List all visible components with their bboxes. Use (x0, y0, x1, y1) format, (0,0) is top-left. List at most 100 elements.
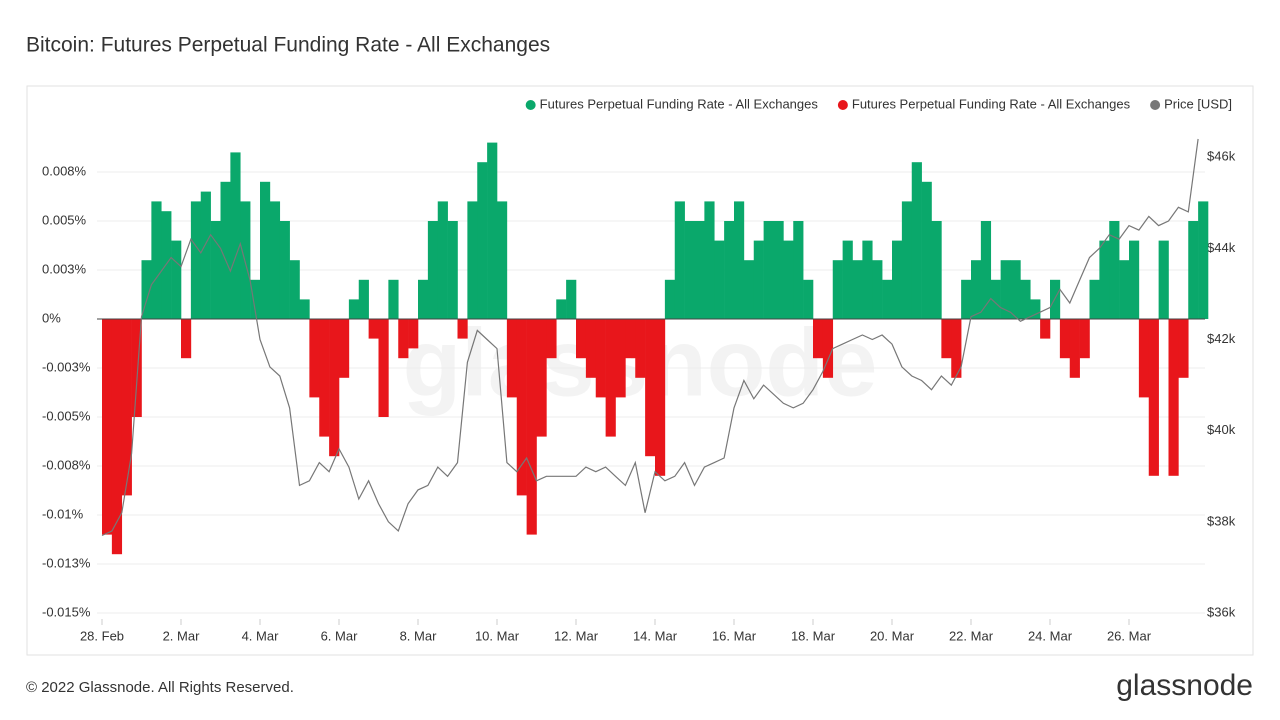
bar (1030, 299, 1041, 319)
bar (585, 319, 597, 378)
bar (477, 162, 488, 319)
bar (240, 201, 251, 319)
bar (526, 319, 537, 535)
bar (1020, 279, 1031, 319)
bar (615, 319, 626, 398)
legend: Price [USD] Futures Perpetual Funding Rat… (525, 96, 1232, 111)
bar (437, 201, 448, 319)
bar (398, 319, 409, 359)
bar (111, 319, 123, 555)
bar (1010, 260, 1021, 319)
bar (980, 221, 992, 319)
x-tick-label: 20. Mar (870, 628, 915, 643)
bar (506, 319, 518, 398)
bar (289, 260, 300, 319)
y2-tick-label: $46k (1207, 149, 1236, 164)
bar (151, 201, 162, 319)
bar (260, 181, 271, 319)
legend-label: Futures Perpetual Funding Rate - All Exc… (540, 96, 819, 111)
bar (862, 240, 873, 319)
bar (674, 201, 685, 319)
bar (990, 279, 1001, 319)
bar (1059, 319, 1071, 359)
bar (418, 279, 429, 319)
bar (734, 201, 745, 319)
chart-frame (26, 85, 1254, 656)
bar (576, 319, 587, 359)
bar (329, 319, 340, 457)
footer: © 2022 Glassnode. All Rights Reserved. (26, 679, 294, 696)
y2-tick-label: $36k (1207, 604, 1236, 619)
bar (1040, 319, 1051, 339)
bar (714, 240, 725, 319)
bar (1178, 319, 1189, 378)
y-tick-label: 0.008% (42, 163, 87, 178)
y2-tick-label: $42k (1207, 331, 1236, 346)
y2-tick-label: $38k (1207, 513, 1236, 528)
bar (921, 181, 932, 319)
bar (704, 201, 715, 319)
bar (842, 240, 853, 319)
page-title: Bitcoin: Futures Perpetual Funding Rate … (26, 34, 550, 57)
bar (220, 181, 231, 319)
bar (1138, 319, 1150, 398)
bar (793, 221, 804, 319)
bar (1109, 221, 1120, 319)
bar (1089, 279, 1100, 319)
bar (1188, 221, 1199, 319)
y2-tick-label: $44k (1207, 240, 1236, 255)
plot: 0.008% 0.005% 0.003% 0% -0.003% -0.005% -0.008… (42, 138, 1236, 643)
x-tick-label: 14. Mar (633, 628, 678, 643)
x-tick-label: 2. Mar (163, 628, 201, 643)
bar (1158, 240, 1169, 319)
bar (753, 240, 764, 319)
legend-swatch (525, 100, 536, 110)
bar (536, 319, 547, 437)
bar (497, 201, 508, 319)
bar (941, 319, 952, 359)
bar (931, 221, 942, 319)
x-tick-label: 4. Mar (242, 628, 280, 643)
y2-tick-label: $40k (1207, 422, 1236, 437)
bar (901, 201, 913, 319)
legend-swatch (837, 100, 848, 110)
x-tick-label: 28. Feb (80, 628, 124, 643)
bar (595, 319, 606, 398)
x-tick-label: 12. Mar (554, 628, 599, 643)
x-tick-label: 18. Mar (791, 628, 836, 643)
bar (1148, 319, 1159, 476)
bar (852, 260, 863, 319)
bar (911, 162, 922, 319)
bar (813, 319, 824, 359)
y-tick-label: -0.003% (42, 359, 91, 374)
bar (141, 260, 152, 319)
bar (743, 260, 755, 319)
bar (339, 319, 350, 378)
legend-swatch (1150, 100, 1161, 110)
bar (309, 319, 320, 398)
bar (279, 221, 290, 319)
bar (190, 201, 202, 319)
bar (487, 142, 498, 319)
bar (348, 299, 360, 319)
bar (951, 319, 962, 378)
bar (566, 279, 577, 319)
brand-logo: glassnode (1116, 669, 1253, 702)
bar (102, 319, 113, 535)
bar (181, 319, 192, 359)
bar (961, 279, 972, 319)
y-tick-label: -0.005% (42, 408, 91, 423)
bar (763, 221, 774, 319)
bar (664, 279, 676, 319)
bar (803, 279, 814, 319)
bar (388, 279, 399, 319)
bar (546, 319, 557, 359)
bar (299, 299, 310, 319)
x-tick-label: 8. Mar (400, 628, 438, 643)
bar (832, 260, 843, 319)
bar (556, 299, 567, 319)
y-tick-label: 0.005% (42, 212, 87, 227)
y-tick-label: -0.015% (42, 604, 91, 619)
bar (1129, 240, 1140, 319)
